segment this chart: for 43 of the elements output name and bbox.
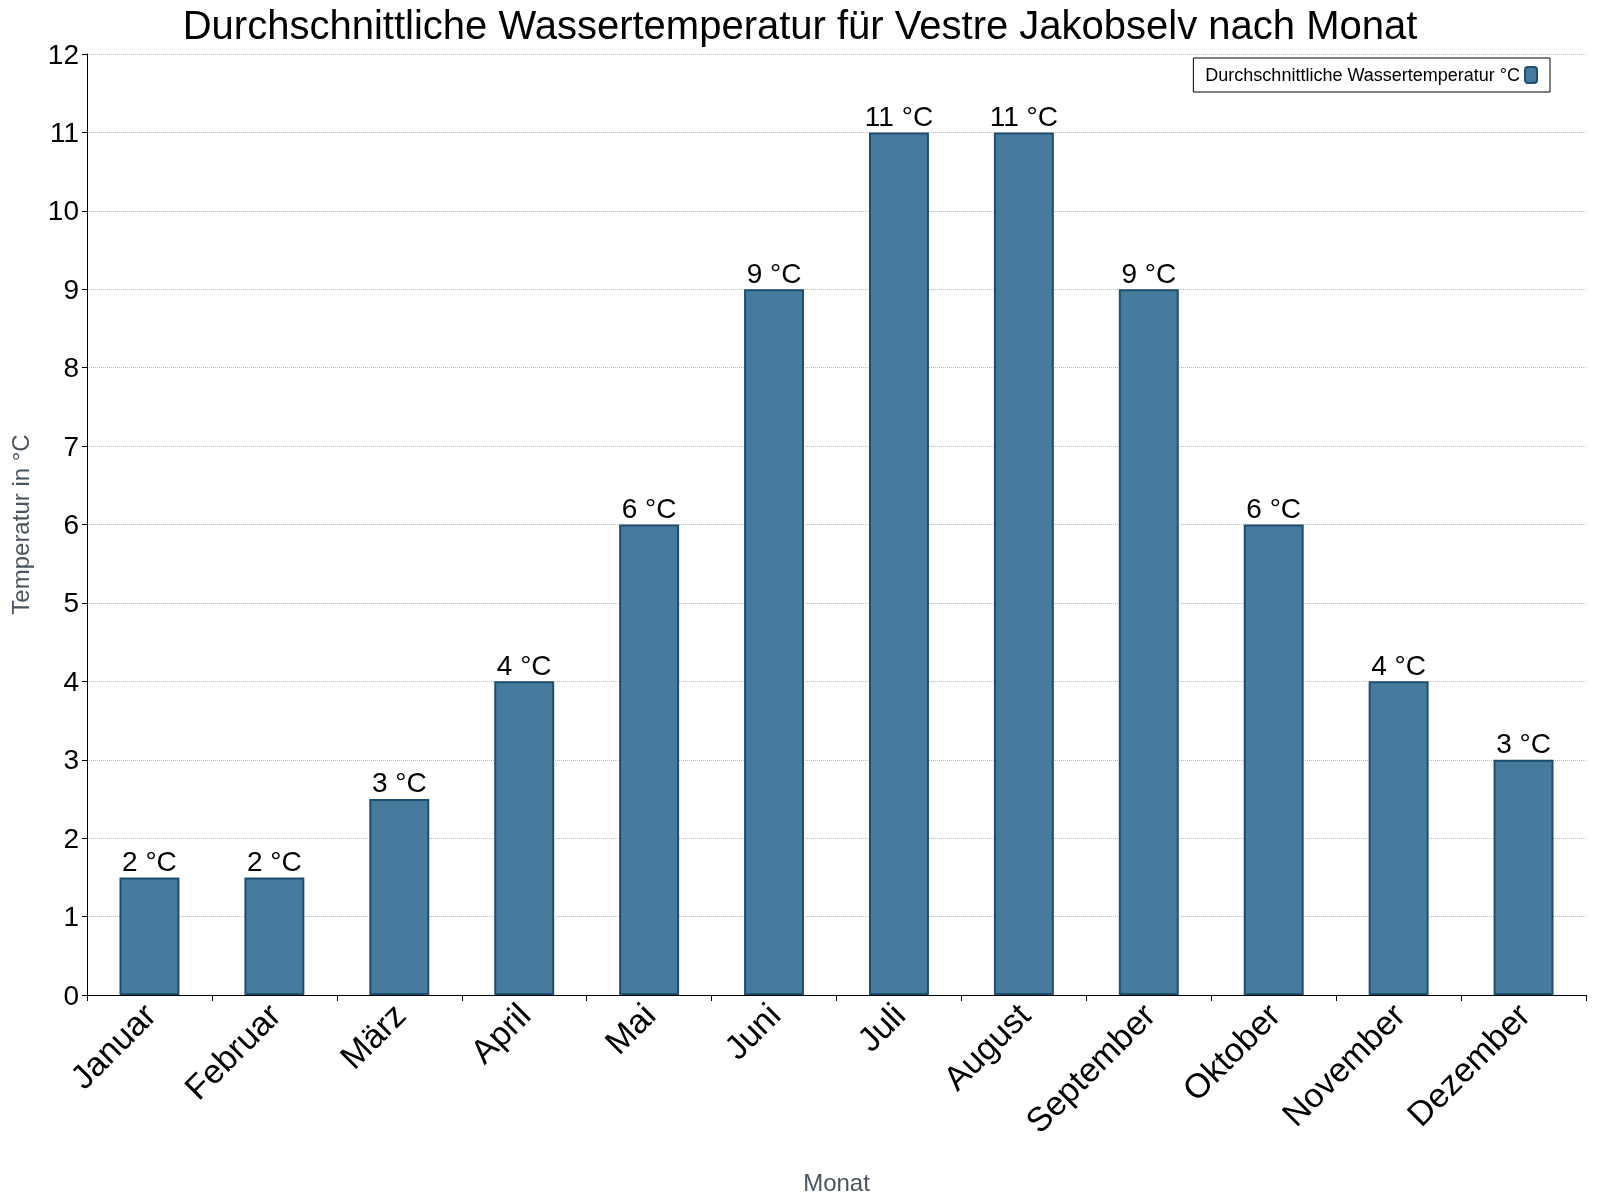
data-label: 3 °C [1496, 728, 1551, 760]
y-tick-label: 2 [63, 822, 79, 854]
data-label: 4 °C [1371, 649, 1427, 681]
data-label: 11 °C [864, 100, 934, 132]
y-tick-label: 8 [63, 352, 79, 384]
bar [868, 132, 929, 995]
y-tick-label: 11 [49, 116, 79, 148]
bar [1243, 524, 1304, 995]
bar [1368, 681, 1429, 995]
bar [494, 681, 555, 995]
bar [244, 877, 305, 995]
y-tick-label: 6 [63, 509, 79, 540]
y-tick-label: 0 [63, 979, 79, 1011]
bar [1118, 289, 1179, 995]
y-tick-label: 7 [63, 430, 79, 462]
data-label: 11 °C [989, 100, 1059, 132]
data-label: 4 °C [496, 649, 552, 681]
bar [369, 798, 430, 995]
bar [119, 877, 180, 995]
x-tick-label: Mai [596, 995, 663, 1062]
data-label: 6 °C [1246, 493, 1302, 524]
data-label: 3 °C [371, 767, 427, 799]
chart-title: Durchschnittliche Wassertemperatur für Vestre Jakobselv nach Monat [182, 3, 1418, 47]
y-tick-label: 3 [63, 744, 79, 776]
y-tick-label: 5 [63, 587, 79, 619]
bar [744, 289, 805, 995]
y-tick-label: 4 [63, 665, 79, 697]
data-label: 9 °C [746, 257, 802, 289]
x-axis-title: Monat [803, 1168, 871, 1196]
data-label: 2 °C [246, 845, 302, 877]
y-tick-label: 12 [47, 38, 79, 70]
x-tick-label: Juli [849, 995, 913, 1059]
y-tick-label: 1 [63, 901, 79, 933]
data-label: 2 °C [122, 845, 177, 877]
bar [619, 524, 680, 995]
bar [993, 132, 1054, 995]
bar [1493, 759, 1554, 995]
y-tick-label: 9 [63, 273, 79, 305]
data-label: 9 °C [1121, 257, 1177, 289]
legend-label: Durchschnittliche Wassertemperatur °C [1205, 65, 1520, 85]
y-tick-label: 10 [47, 195, 79, 227]
y-axis-title: Temperatur in °C [6, 434, 34, 615]
data-label: 6 °C [621, 493, 677, 524]
